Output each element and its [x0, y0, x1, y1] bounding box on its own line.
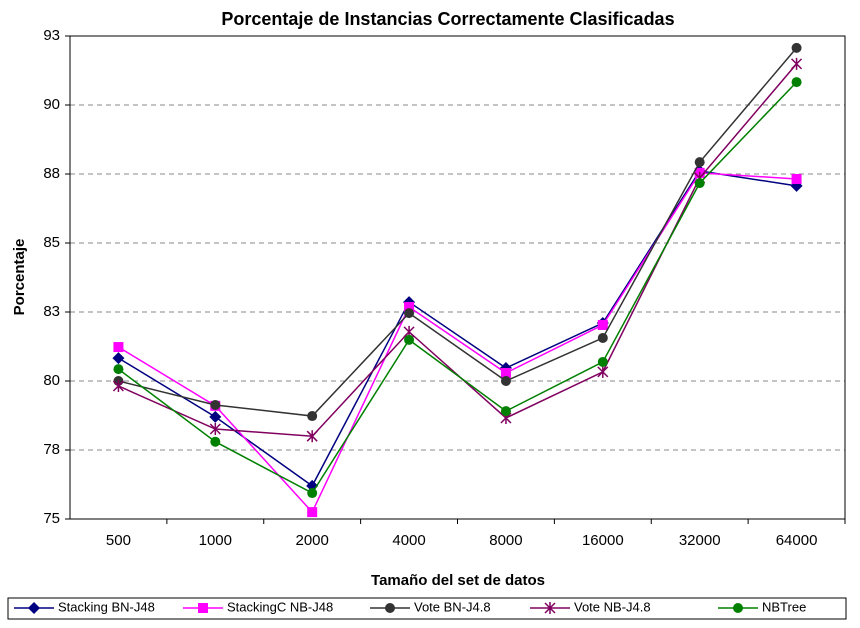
marker [597, 332, 608, 343]
marker [791, 173, 802, 184]
legend-label: NBTree [762, 599, 806, 614]
marker [500, 376, 511, 386]
marker [733, 603, 743, 613]
y-tick-label: 85 [43, 234, 60, 251]
x-tick-label: 4000 [392, 532, 425, 549]
legend-label: StackingC NB-J48 [227, 599, 333, 614]
x-tick-label: 16000 [582, 532, 624, 549]
series-line [117, 81, 798, 495]
marker [791, 42, 802, 53]
marker [209, 423, 221, 436]
marker [500, 367, 511, 378]
x-tick-label: 32000 [679, 532, 721, 549]
y-tick-label: 75 [43, 510, 60, 527]
marker [404, 308, 415, 319]
marker [112, 352, 125, 365]
plot-area [69, 35, 846, 520]
marker [385, 603, 395, 613]
legend-box [7, 597, 847, 620]
marker [307, 411, 318, 422]
marker [791, 77, 802, 88]
marker [210, 400, 221, 411]
x-tick-label: 2000 [296, 532, 329, 549]
marker [597, 319, 608, 330]
x-tick-label: 64000 [776, 532, 818, 549]
series-line [118, 170, 797, 487]
y-tick-label: 93 [43, 27, 60, 44]
series-line [118, 172, 797, 514]
x-axis-label: Tamaño del set de datos [371, 572, 545, 589]
marker [404, 302, 415, 313]
marker [112, 379, 124, 392]
marker [500, 406, 511, 417]
y-tick-label: 80 [43, 372, 60, 389]
marker [210, 436, 221, 447]
x-tick-label: 1000 [199, 532, 232, 549]
marker [597, 365, 609, 378]
marker [404, 334, 415, 345]
x-tick-label: 8000 [489, 532, 522, 549]
marker [307, 507, 318, 518]
marker [544, 602, 556, 614]
marker [306, 430, 318, 443]
marker [198, 603, 208, 613]
marker [113, 364, 124, 375]
x-tick-label: 500 [106, 532, 131, 549]
legend-label: Vote BN-J4.8 [414, 599, 491, 614]
y-tick-label: 88 [43, 165, 60, 182]
y-tick-label: 78 [43, 441, 60, 458]
y-axis-label: Porcentaje [11, 239, 28, 316]
marker [28, 602, 40, 614]
chart-title: Porcentaje de Instancias Correctamente C… [221, 9, 674, 29]
marker [307, 488, 318, 499]
marker [597, 356, 608, 367]
series-line [118, 47, 798, 417]
legend-label: Vote NB-J4.8 [574, 599, 651, 614]
marker [209, 410, 222, 423]
y-tick-label: 83 [43, 303, 60, 320]
series-line [118, 63, 798, 437]
marker [791, 57, 803, 70]
marker [113, 342, 124, 353]
marker [694, 157, 705, 168]
y-tick-label: 90 [43, 96, 60, 113]
marker [694, 178, 705, 189]
legend-label: Stacking BN-J48 [58, 599, 155, 614]
